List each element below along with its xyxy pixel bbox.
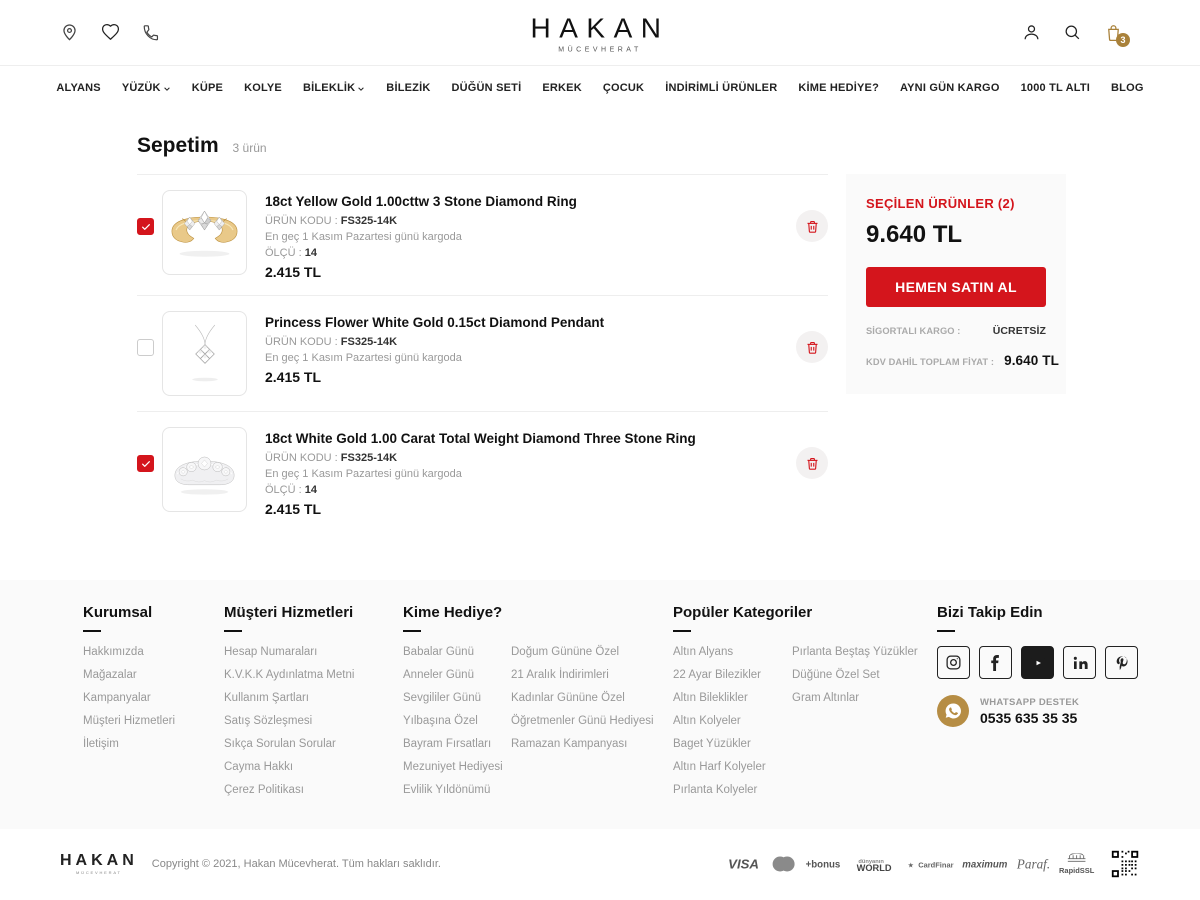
svg-text:+bonus: +bonus — [806, 860, 841, 871]
svg-text:★: ★ — [908, 862, 914, 870]
svg-text:Paraf.: Paraf. — [1017, 856, 1050, 871]
svg-text:WORLD: WORLD — [857, 863, 892, 873]
svg-text:maximum: maximum — [962, 860, 1008, 871]
svg-text:VISA: VISA — [728, 857, 759, 871]
svg-text:RapidSSL: RapidSSL — [1059, 866, 1095, 875]
svg-text:CardFinans: CardFinans — [918, 861, 953, 870]
